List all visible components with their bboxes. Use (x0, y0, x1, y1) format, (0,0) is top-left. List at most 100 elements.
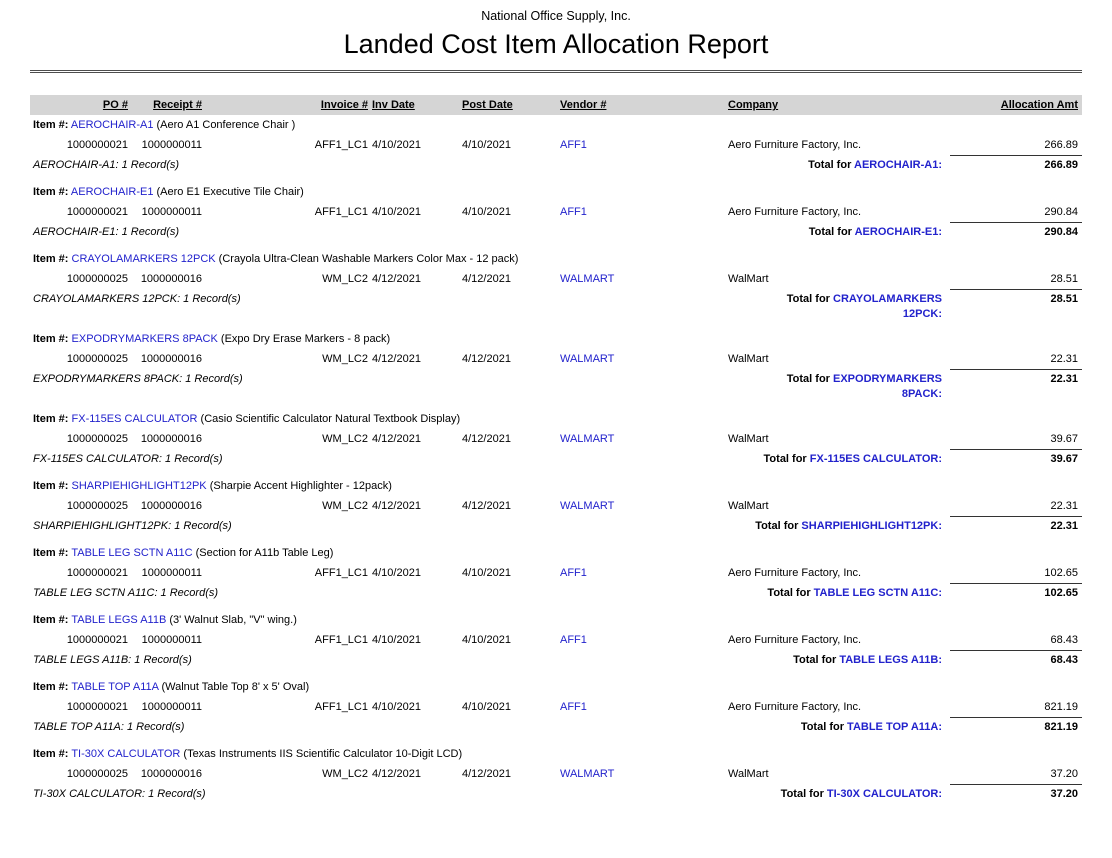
group-rows: 1000000025 1000000016 WM_LC2 4/12/2021 4… (30, 429, 1082, 449)
cell-vendor[interactable]: WALMART (560, 500, 615, 512)
total-prefix: Total for (767, 587, 814, 599)
cell-company: WalMart (728, 433, 769, 445)
cell-post-date: 4/10/2021 (462, 206, 511, 218)
total-amount: 68.43 (950, 650, 1082, 670)
item-code[interactable]: TABLE TOP A11A (71, 681, 159, 693)
column-header-vendor: Vendor # (560, 99, 607, 111)
table-row: 1000000021 1000000011 AFF1_LC1 4/10/2021… (30, 202, 1082, 222)
cell-amount: 22.31 (1050, 500, 1078, 512)
item-code[interactable]: AEROCHAIR-A1 (70, 119, 154, 131)
item-description: (Section for A11b Table Leg) (195, 547, 334, 559)
group-footer: AEROCHAIR-A1: 1 Record(s) Total for AERO… (30, 155, 1082, 175)
total-label: Total for AEROCHAIR-A1: (750, 155, 950, 173)
item-number-label: Item #: (33, 614, 69, 626)
cell-post-date: 4/10/2021 (462, 634, 511, 646)
item-code[interactable]: TABLE LEG SCTN A11C (71, 547, 193, 559)
item-code[interactable]: EXPODRYMARKERS 8PACK (71, 333, 218, 345)
cell-post-date: 4/10/2021 (462, 701, 511, 713)
cell-vendor[interactable]: WALMART (560, 273, 615, 285)
item-code[interactable]: FX-115ES CALCULATOR (71, 413, 198, 425)
record-count: AEROCHAIR-A1: 1 Record(s) (33, 159, 180, 171)
item-description: (Texas Instruments IIS Scientific Calcul… (183, 748, 463, 760)
total-amount: 102.65 (950, 583, 1082, 603)
cell-vendor[interactable]: WALMART (560, 768, 615, 780)
cell-company: Aero Furniture Factory, Inc. (728, 567, 862, 579)
table-row: 1000000025 1000000016 WM_LC2 4/12/2021 4… (30, 496, 1082, 516)
item-header: Item #: TABLE TOP A11A (Walnut Table Top… (30, 677, 1082, 697)
total-item-code: AEROCHAIR-A1: (854, 159, 942, 171)
group-rows: 1000000021 1000000011 AFF1_LC1 4/10/2021… (30, 630, 1082, 650)
cell-receipt: 1000000016 (140, 500, 202, 512)
group-rows: 1000000021 1000000011 AFF1_LC1 4/10/2021… (30, 135, 1082, 155)
cell-amount: 266.89 (1044, 139, 1078, 151)
item-number-label: Item #: (33, 547, 69, 559)
item-code[interactable]: CRAYOLAMARKERS 12PCK (71, 253, 216, 265)
cell-post-date: 4/12/2021 (462, 768, 511, 780)
cell-po: 1000000021 (66, 139, 128, 151)
record-count: FX-115ES CALCULATOR: 1 Record(s) (33, 453, 223, 465)
item-group: Item #: TABLE LEGS A11B (3' Walnut Slab,… (30, 610, 1082, 670)
item-code[interactable]: AEROCHAIR-E1 (70, 186, 154, 198)
cell-vendor[interactable]: AFF1 (560, 634, 587, 646)
cell-inv-date: 4/12/2021 (372, 433, 421, 445)
column-header-po: PO # (102, 99, 128, 111)
group-footer: EXPODRYMARKERS 8PACK: 1 Record(s) Total … (30, 369, 1082, 402)
group-rows: 1000000025 1000000016 WM_LC2 4/12/2021 4… (30, 269, 1082, 289)
total-item-code: FX-115ES CALCULATOR: (809, 453, 942, 465)
item-group: Item #: TABLE LEG SCTN A11C (Section for… (30, 543, 1082, 603)
total-item-code: CRAYOLAMARKERS 12PCK: (833, 293, 942, 320)
record-count: TI-30X CALCULATOR: 1 Record(s) (33, 788, 206, 800)
cell-invoice: AFF1_LC1 (314, 701, 368, 713)
group-footer: CRAYOLAMARKERS 12PCK: 1 Record(s) Total … (30, 289, 1082, 322)
item-code[interactable]: TI-30X CALCULATOR (71, 748, 181, 760)
table-header: PO # Receipt # Invoice # Inv Date Post D… (30, 95, 1082, 115)
item-description: (Expo Dry Erase Markers - 8 pack) (220, 333, 391, 345)
cell-po: 1000000025 (66, 273, 128, 285)
total-amount: 37.20 (950, 784, 1082, 804)
total-item-code: SHARPIEHIGHLIGHT12PK: (801, 520, 942, 532)
group-footer: SHARPIEHIGHLIGHT12PK: 1 Record(s) Total … (30, 516, 1082, 536)
item-description: (Aero A1 Conference Chair ) (156, 119, 296, 131)
total-amount: 266.89 (950, 155, 1082, 175)
item-code[interactable]: TABLE LEGS A11B (71, 614, 167, 626)
cell-inv-date: 4/10/2021 (372, 206, 421, 218)
total-label: Total for TABLE TOP A11A: (750, 717, 950, 735)
cell-vendor[interactable]: AFF1 (560, 206, 587, 218)
item-number-label: Item #: (33, 480, 69, 492)
total-label: Total for TABLE LEGS A11B: (750, 650, 950, 668)
cell-amount: 821.19 (1044, 701, 1078, 713)
column-header-receipt: Receipt # (153, 99, 202, 111)
cell-receipt: 1000000011 (141, 139, 202, 151)
cell-company: Aero Furniture Factory, Inc. (728, 701, 862, 713)
item-code[interactable]: SHARPIEHIGHLIGHT12PK (71, 480, 207, 492)
item-group: Item #: AEROCHAIR-A1 (Aero A1 Conference… (30, 115, 1082, 175)
cell-invoice: WM_LC2 (322, 433, 368, 445)
table-row: 1000000021 1000000011 AFF1_LC1 4/10/2021… (30, 630, 1082, 650)
cell-vendor[interactable]: WALMART (560, 433, 615, 445)
cell-inv-date: 4/12/2021 (372, 273, 421, 285)
item-header: Item #: SHARPIEHIGHLIGHT12PK (Sharpie Ac… (30, 476, 1082, 496)
total-prefix: Total for (763, 453, 810, 465)
cell-vendor[interactable]: AFF1 (560, 139, 587, 151)
column-header-allocation-amt: Allocation Amt (1000, 99, 1078, 111)
total-amount: 22.31 (950, 369, 1082, 389)
cell-po: 1000000025 (66, 433, 128, 445)
cell-company: WalMart (728, 353, 769, 365)
total-item-code: TABLE LEG SCTN A11C: (813, 587, 942, 599)
item-number-label: Item #: (33, 119, 69, 131)
table-row: 1000000025 1000000016 WM_LC2 4/12/2021 4… (30, 429, 1082, 449)
cell-invoice: AFF1_LC1 (314, 206, 368, 218)
total-prefix: Total for (786, 293, 833, 305)
cell-receipt: 1000000011 (141, 206, 202, 218)
table-row: 1000000021 1000000011 AFF1_LC1 4/10/2021… (30, 135, 1082, 155)
cell-amount: 68.43 (1050, 634, 1078, 646)
title-divider (30, 70, 1082, 73)
cell-vendor[interactable]: WALMART (560, 353, 615, 365)
item-header: Item #: EXPODRYMARKERS 8PACK (Expo Dry E… (30, 329, 1082, 349)
total-amount: 28.51 (950, 289, 1082, 309)
item-header: Item #: AEROCHAIR-A1 (Aero A1 Conference… (30, 115, 1082, 135)
cell-vendor[interactable]: AFF1 (560, 701, 587, 713)
cell-po: 1000000025 (66, 500, 128, 512)
cell-vendor[interactable]: AFF1 (560, 567, 587, 579)
cell-inv-date: 4/10/2021 (372, 701, 421, 713)
